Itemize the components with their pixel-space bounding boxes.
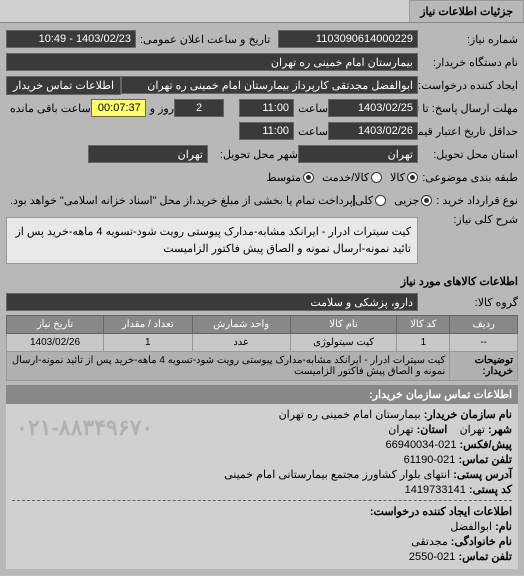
deadline-send-time: 11:00 bbox=[239, 99, 294, 117]
remain-time: 00:07:37 bbox=[91, 99, 146, 117]
ctel-val: 021-2550 bbox=[409, 551, 456, 563]
tel-val: 021-61190 bbox=[404, 454, 456, 466]
contact-buyer-button[interactable]: اطلاعات تماس خریدار bbox=[6, 76, 121, 95]
col-date: تاریخ نیاز bbox=[7, 316, 104, 334]
desc-box: کیت سیترات ادرار - ایرانکد مشابه-مدارک پ… bbox=[6, 217, 418, 264]
city-label: شهر: bbox=[488, 424, 512, 436]
radio-kala-label: کالا bbox=[390, 171, 405, 184]
fax-label: پیش/فکس: bbox=[460, 439, 512, 451]
cname-val: ابوالفضل bbox=[450, 521, 492, 533]
contract-label: نوع قرارداد خرید : bbox=[432, 194, 518, 207]
cell-code: 1 bbox=[397, 334, 450, 352]
category-label: طبقه بندی موضوعی: bbox=[418, 171, 518, 184]
org-label: نام سازمان خریدار: bbox=[424, 409, 512, 421]
post-val: 1419733141 bbox=[405, 484, 466, 496]
buyer-org-label: نام دستگاه خریدار: bbox=[418, 56, 518, 69]
radio-khadmat[interactable] bbox=[371, 172, 382, 183]
radio-khadmat-label: کالا/خدمت bbox=[322, 171, 369, 184]
delivery-city-field: تهران bbox=[88, 145, 208, 163]
creator-label: ایجاد کننده درخواست: bbox=[418, 79, 518, 92]
cname-label: نام: bbox=[495, 521, 512, 533]
radio-koli-label: کلی bbox=[355, 194, 373, 207]
saat-label-1: ساعت bbox=[294, 102, 328, 115]
saat-label-2: ساعت bbox=[294, 125, 328, 138]
city-val: تهران bbox=[460, 424, 485, 436]
buyer-note-label: توضیحات خریدار: bbox=[450, 352, 518, 381]
radio-koli[interactable] bbox=[375, 195, 386, 206]
remain-label: ساعت باقی مانده bbox=[6, 102, 91, 115]
main-panel: شماره نیاز: 1103090614000229 تاریخ و ساع… bbox=[0, 23, 524, 575]
deadline-valid-time: 11:00 bbox=[239, 122, 294, 140]
desc-label: شرح کلی نیاز: bbox=[418, 213, 518, 226]
tel-label: تلفن تماس: bbox=[458, 454, 512, 466]
creator-header: اطلاعات ایجاد کننده درخواست: bbox=[12, 505, 512, 518]
cfamily-label: نام خانوادگی: bbox=[451, 536, 512, 548]
col-unit: واحد شمارش bbox=[192, 316, 290, 334]
ctel-label: تلفن تماس: bbox=[458, 551, 512, 563]
contract-radios: جزیی کلی bbox=[355, 194, 432, 207]
delivery-state-field: تهران bbox=[298, 145, 418, 163]
radio-medium-label: متوسط bbox=[266, 171, 301, 184]
category-radios: کالا کالا/خدمت متوسط bbox=[266, 171, 418, 184]
post-label: کد پستی: bbox=[469, 484, 512, 496]
contact-header: اطلاعات تماس سازمان خریدار: bbox=[6, 385, 518, 404]
cell-row: -- bbox=[450, 334, 518, 352]
addr-val: انتهای بلوار کشاورز مجتمع بیمارستانی اما… bbox=[224, 469, 450, 481]
goods-section-title: اطلاعات کالاهای مورد نیاز bbox=[6, 271, 518, 292]
req-no-label: شماره نیاز: bbox=[418, 33, 518, 46]
addr-label: آدرس پستی: bbox=[453, 469, 512, 481]
table-desc-row: توضیحات خریدار: کیت سیترات ادرار - ایران… bbox=[7, 352, 518, 381]
days-field: 2 bbox=[174, 99, 224, 117]
deadline-valid-label: حداقل تاریخ اعتبار قیمت: تا تاریخ: bbox=[418, 125, 518, 138]
fax-val: 021-66940034 bbox=[385, 439, 456, 451]
radio-jozi-label: جزیی bbox=[394, 194, 419, 207]
days-label: روز و bbox=[146, 102, 174, 115]
col-name: نام کالا bbox=[290, 316, 397, 334]
cell-qty: 1 bbox=[104, 334, 192, 352]
table-row: -- 1 کیت سیتولوژی عدد 1 1403/02/26 bbox=[7, 334, 518, 352]
radio-medium[interactable] bbox=[303, 172, 314, 183]
req-no-field: 1103090614000229 bbox=[278, 30, 418, 48]
deadline-send-label: مهلت ارسال پاسخ: تا تاریخ: bbox=[418, 102, 518, 115]
delivery-state-label: استان محل تحویل: bbox=[418, 148, 518, 161]
cell-date: 1403/02/26 bbox=[7, 334, 104, 352]
creator-field: ابوالفضل مجدتقی کارپرداز بیمارستان امام … bbox=[121, 76, 418, 94]
col-code: کد کالا bbox=[397, 316, 450, 334]
cell-name: کیت سیتولوژی bbox=[290, 334, 397, 352]
goods-table: ردیف کد کالا نام کالا واحد شمارش تعداد /… bbox=[6, 315, 518, 381]
cfamily-val: مجدتقی bbox=[411, 536, 448, 548]
col-row: ردیف bbox=[450, 316, 518, 334]
contact-body: نام سازمان خریدار: بیمارستان امام خمینی … bbox=[6, 404, 518, 569]
radio-kala[interactable] bbox=[407, 172, 418, 183]
state-val: تهران bbox=[388, 424, 413, 436]
tab-bar: جزئیات اطلاعات نیاز bbox=[0, 0, 524, 23]
group-field: دارو، پزشکی و سلامت bbox=[6, 293, 418, 311]
group-label: گروه کالا: bbox=[418, 296, 518, 309]
state-label: استان: bbox=[417, 424, 448, 436]
buyer-org-field: بیمارستان امام خمینی ره تهران bbox=[6, 53, 418, 71]
col-qty: تعداد / مقدار bbox=[104, 316, 192, 334]
tab-details[interactable]: جزئیات اطلاعات نیاز bbox=[409, 0, 524, 22]
org-val: بیمارستان امام خمینی ره تهران bbox=[279, 409, 421, 421]
radio-jozi[interactable] bbox=[421, 195, 432, 206]
payment-note: پرداخت تمام یا بخشی از مبلغ خرید،از محل … bbox=[6, 194, 353, 207]
delivery-city-label: شهر محل تحویل: bbox=[208, 148, 298, 161]
buyer-note: کیت سیترات ادرار - ایرانکد مشابه-مدارک پ… bbox=[7, 352, 450, 381]
deadline-send-date: 1403/02/25 bbox=[328, 99, 418, 117]
deadline-valid-date: 1403/02/26 bbox=[328, 122, 418, 140]
announce-label: تاریخ و ساعت اعلان عمومی: bbox=[136, 33, 270, 46]
announce-date-field: 1403/02/23 - 10:49 bbox=[6, 30, 136, 48]
cell-unit: عدد bbox=[192, 334, 290, 352]
treasury-checkbox[interactable] bbox=[353, 195, 355, 206]
